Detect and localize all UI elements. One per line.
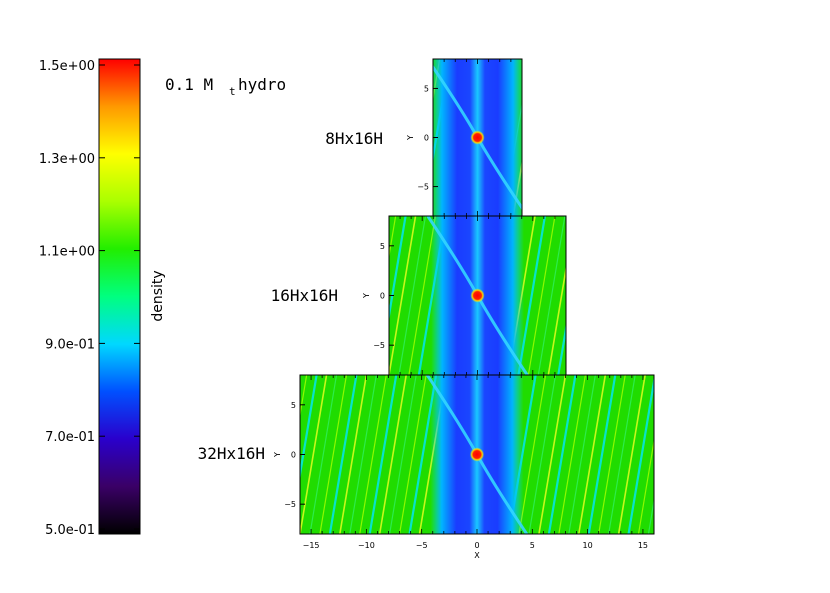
x-tick-label: 5 xyxy=(530,541,535,550)
panel-32Hx16H: 5 0 −5 Y 32Hx16H −15 −10 −5 0 5 10 15 X xyxy=(198,374,655,560)
panel-8Hx16H: 5 0 −5 Y 8Hx16H xyxy=(325,58,523,217)
panel-label: 16Hx16H xyxy=(271,286,338,305)
y-tick-label: 0 xyxy=(291,451,296,460)
simulation-panels: 5 0 −5 Y 8Hx16H 5 0 −5 Y 16Hx16H 5 0 −5 Y 32Hx16H −15 −1… xyxy=(198,58,655,560)
plot-title: 0.1 M t hydro xyxy=(165,75,286,98)
planet-marker xyxy=(470,447,484,462)
y-axis-label: Y xyxy=(362,293,371,299)
x-tick-label: 10 xyxy=(583,541,593,550)
x-tick-label: 0 xyxy=(474,541,479,550)
title-subscript: t xyxy=(229,85,236,98)
planet-marker xyxy=(470,130,485,145)
panel-label: 8Hx16H xyxy=(325,129,383,148)
x-tick-label: 15 xyxy=(638,541,648,550)
density-field xyxy=(433,59,522,216)
y-tick-label: −5 xyxy=(417,183,429,192)
x-tick-label: −10 xyxy=(358,541,375,550)
colorbar-tick-label: 7.0e-01 xyxy=(45,430,95,445)
planet-marker xyxy=(470,288,485,303)
y-tick-label: 0 xyxy=(424,134,429,143)
x-tick-label: −15 xyxy=(303,541,320,550)
colorbar-gradient xyxy=(98,58,141,535)
density-field xyxy=(389,216,566,375)
colorbar-tick-label: 1.1e+00 xyxy=(39,245,95,260)
y-axis-label: Y xyxy=(406,135,415,141)
y-tick-label: 5 xyxy=(380,242,385,251)
colorbar: 1.5e+00 1.3e+00 1.1e+00 9.0e-01 7.0e-01 5.0e-… xyxy=(39,58,166,538)
title-suffix: hydro xyxy=(238,75,286,94)
density-field xyxy=(300,375,654,534)
y-tick-label: −5 xyxy=(373,341,385,350)
colorbar-label: density xyxy=(150,270,166,321)
colorbar-tick-label: 9.0e-01 xyxy=(45,337,95,352)
y-tick-label: 5 xyxy=(291,401,296,410)
colorbar-tick-label: 5.0e-01 xyxy=(45,523,95,538)
y-axis-label: Y xyxy=(273,452,282,458)
panel-label: 32Hx16H xyxy=(198,444,265,463)
colorbar-tick-label: 1.3e+00 xyxy=(39,152,95,167)
y-tick-label: 5 xyxy=(424,84,429,93)
y-tick-label: −5 xyxy=(284,500,296,509)
colorbar-ticks: 1.5e+00 1.3e+00 1.1e+00 9.0e-01 7.0e-01 5.0e-… xyxy=(39,59,140,538)
y-tick-label: 0 xyxy=(380,292,385,301)
panel-16Hx16H: 5 0 −5 Y 16Hx16H xyxy=(271,215,567,376)
x-axis-label: X xyxy=(474,551,480,560)
colorbar-tick-label: 1.5e+00 xyxy=(39,59,95,74)
x-tick-label: −5 xyxy=(416,541,428,550)
title-main: 0.1 M xyxy=(165,75,213,94)
